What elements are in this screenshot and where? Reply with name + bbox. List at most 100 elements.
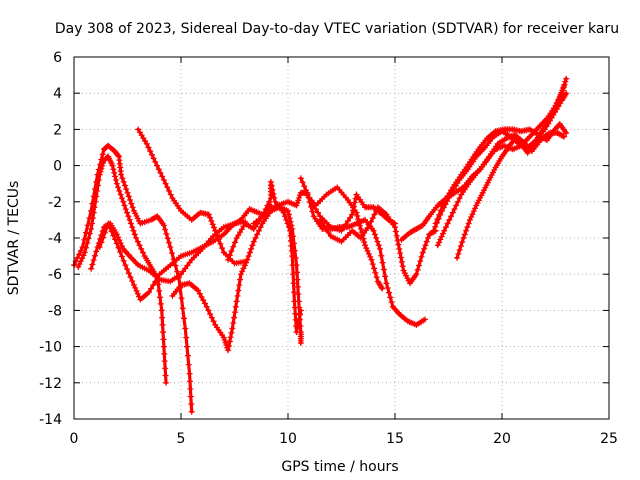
y-tick-label: 0 [53, 159, 62, 175]
data-point [77, 247, 84, 254]
data-point [115, 152, 122, 159]
data-point [446, 216, 453, 223]
data-point [94, 182, 101, 189]
y-tick-label: -4 [48, 231, 62, 247]
data-point [229, 325, 236, 332]
data-point [397, 250, 404, 257]
data-point [208, 314, 215, 321]
data-point [187, 393, 194, 400]
series-trace [455, 84, 566, 260]
data-point [119, 175, 126, 182]
data-point [184, 352, 191, 359]
data-point [88, 220, 95, 227]
data-point [257, 224, 264, 231]
data-point [296, 311, 303, 318]
data-point [285, 207, 291, 214]
data-point [349, 211, 356, 218]
data-point [150, 155, 157, 162]
data-point [362, 242, 369, 249]
data-point [228, 248, 235, 255]
data-point [124, 189, 131, 196]
data-point [106, 224, 113, 231]
data-point [157, 294, 164, 301]
data-point [424, 235, 431, 241]
data-point [297, 339, 304, 346]
data-point [150, 282, 157, 289]
data-point [370, 227, 377, 234]
data-point [252, 235, 259, 241]
data-point [91, 204, 98, 211]
data-point [372, 269, 379, 276]
data-point [100, 160, 107, 167]
data-point [264, 202, 271, 209]
data-point [456, 246, 463, 253]
data-point [91, 252, 98, 259]
data-point [351, 199, 358, 206]
data-point [76, 251, 83, 258]
data-point [225, 347, 232, 354]
data-point [398, 258, 405, 265]
data-point [552, 102, 559, 109]
data-point [373, 274, 380, 281]
data-point [367, 253, 374, 260]
data-point [356, 222, 363, 229]
data-point [117, 249, 124, 256]
data-point [437, 236, 444, 243]
data-point [436, 211, 443, 218]
data-point [248, 245, 255, 252]
data-point [145, 144, 152, 151]
data-point [147, 148, 154, 155]
data-point [215, 236, 222, 243]
data-point [152, 158, 159, 165]
data-point [131, 231, 138, 238]
data-point [444, 220, 451, 227]
series-track-16 [454, 82, 568, 261]
data-point [456, 195, 463, 202]
data-point [434, 216, 441, 223]
data-point [109, 162, 116, 169]
data-point [95, 177, 102, 184]
data-point [154, 274, 161, 281]
axis-ticks [73, 56, 610, 420]
data-point [442, 224, 449, 231]
data-point [227, 334, 234, 341]
data-point [365, 250, 372, 257]
data-point [317, 216, 324, 223]
data-point [115, 184, 122, 191]
data-point [115, 244, 122, 251]
data-point [347, 214, 354, 221]
data-point [268, 182, 275, 189]
data-point [240, 265, 247, 272]
data-point [295, 320, 302, 327]
data-point [301, 183, 308, 190]
data-point [378, 252, 385, 259]
data-point [421, 245, 428, 252]
data-point [287, 227, 294, 234]
data-point [196, 290, 203, 297]
data-point [124, 209, 131, 216]
data-point [183, 343, 190, 350]
data-point [129, 204, 136, 211]
data-point [103, 225, 110, 232]
data-point [117, 191, 124, 198]
data-point [282, 213, 289, 220]
data-point [99, 151, 106, 158]
data-point [160, 336, 167, 343]
data-point [296, 316, 303, 323]
data-point [368, 256, 375, 263]
data-point [90, 257, 97, 264]
series-trace [252, 191, 427, 327]
data-point [113, 180, 120, 187]
data-point [110, 166, 117, 173]
data-point [292, 316, 299, 323]
data-point [134, 238, 141, 245]
data-point [369, 215, 376, 222]
data-point [82, 244, 89, 251]
data-point [430, 227, 437, 234]
series-track-4 [96, 202, 274, 303]
data-point [382, 273, 389, 280]
data-point [154, 162, 161, 169]
data-point [285, 211, 292, 218]
data-point [414, 266, 421, 273]
